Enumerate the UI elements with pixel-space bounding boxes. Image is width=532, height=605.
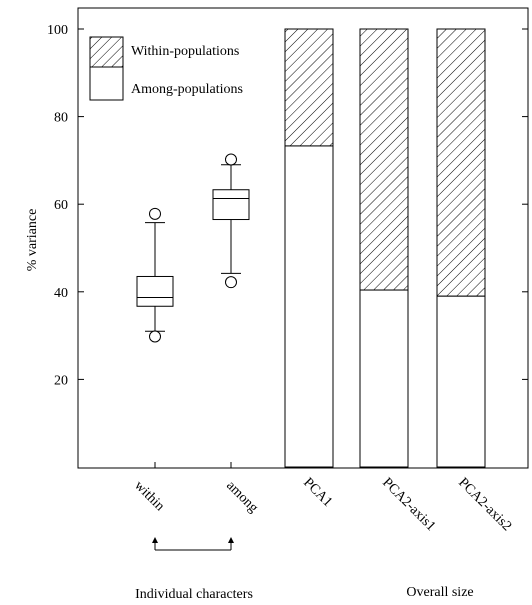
outlier-point: [149, 207, 161, 220]
legend-label-within: Within-populations: [131, 44, 239, 59]
y-tick-label: 60: [54, 198, 68, 213]
group-label-overall: Overall size: [406, 585, 473, 600]
box-among: [212, 189, 250, 221]
outlier-point: [225, 276, 237, 289]
x-label-within: within: [131, 478, 167, 514]
plot-frame: [77, 7, 529, 469]
group-label-individual: Individual characters: [135, 587, 253, 602]
y-axis-ticks: 20 40 60 80 100: [47, 23, 528, 388]
bar-among-PCA1: [284, 145, 334, 468]
outlier-point: [149, 330, 161, 343]
group-bracket: [152, 537, 234, 551]
legend: Within-populations Among-populations: [89, 36, 243, 101]
y-tick-label: 100: [47, 23, 68, 38]
y-tick-label: 20: [54, 373, 68, 388]
x-label-PCA1: PCA1: [300, 475, 335, 510]
bar-among-PCA2-axis1: [359, 289, 409, 468]
x-axis-labels: within among PCA1 PCA2-axis1 PCA2-axis2: [131, 475, 514, 534]
legend-label-among: Among-populations: [131, 82, 243, 97]
x-label-PCA2-axis1: PCA2-axis1: [379, 475, 438, 534]
stacked-bar-group: [284, 28, 486, 468]
boxplot-group: [136, 153, 250, 468]
y-tick-label: 40: [54, 286, 68, 301]
x-label-among: among: [223, 478, 261, 516]
bar-within-PCA2-axis1: [359, 28, 409, 291]
bar-within-PCA2-axis2: [436, 28, 486, 297]
x-label-PCA2-axis2: PCA2-axis2: [455, 475, 514, 534]
y-tick-label: 80: [54, 111, 68, 126]
legend-swatch-among: [89, 66, 124, 101]
bar-within-PCA1: [284, 28, 334, 147]
bar-among-PCA2-axis2: [436, 295, 486, 468]
y-axis-label: % variance: [25, 209, 40, 272]
legend-swatch-within: [89, 36, 124, 68]
outlier-point: [225, 153, 237, 166]
box-within: [136, 275, 174, 307]
